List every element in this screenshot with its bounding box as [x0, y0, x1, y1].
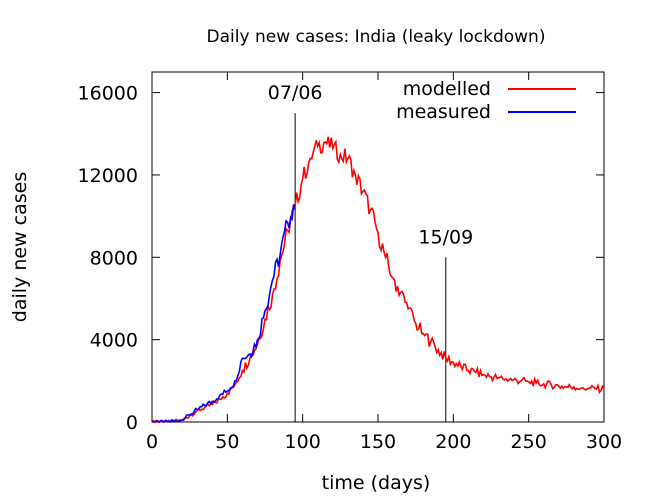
- series-line-measured: [152, 204, 296, 424]
- x-tick-label: 0: [146, 431, 158, 453]
- x-tick-label: 200: [435, 431, 471, 453]
- date-marker-label: 07/06: [268, 82, 323, 104]
- x-tick-label: 50: [215, 431, 239, 453]
- plot-frame: [151, 71, 605, 423]
- y-axis-label: daily new cases: [9, 172, 31, 322]
- x-tick-label: 100: [285, 431, 321, 453]
- x-axis-label: time (days): [322, 472, 431, 494]
- x-tick-label: 300: [586, 431, 622, 453]
- series-line-modelled: [151, 136, 605, 424]
- y-tick-label: 0: [126, 412, 138, 434]
- y-tick-label: 4000: [90, 330, 138, 352]
- y-tick-label: 12000: [78, 165, 138, 187]
- date-marker-label: 15/09: [418, 226, 473, 248]
- x-tick-label: 250: [511, 431, 547, 453]
- x-tick-label: 150: [360, 431, 396, 453]
- chart-title: Daily new cases: India (leaky lockdown): [207, 27, 546, 47]
- legend-label: modelled: [403, 78, 491, 100]
- legend-label: measured: [396, 101, 491, 123]
- y-tick-label: 8000: [90, 247, 138, 269]
- y-tick-label: 16000: [78, 83, 138, 105]
